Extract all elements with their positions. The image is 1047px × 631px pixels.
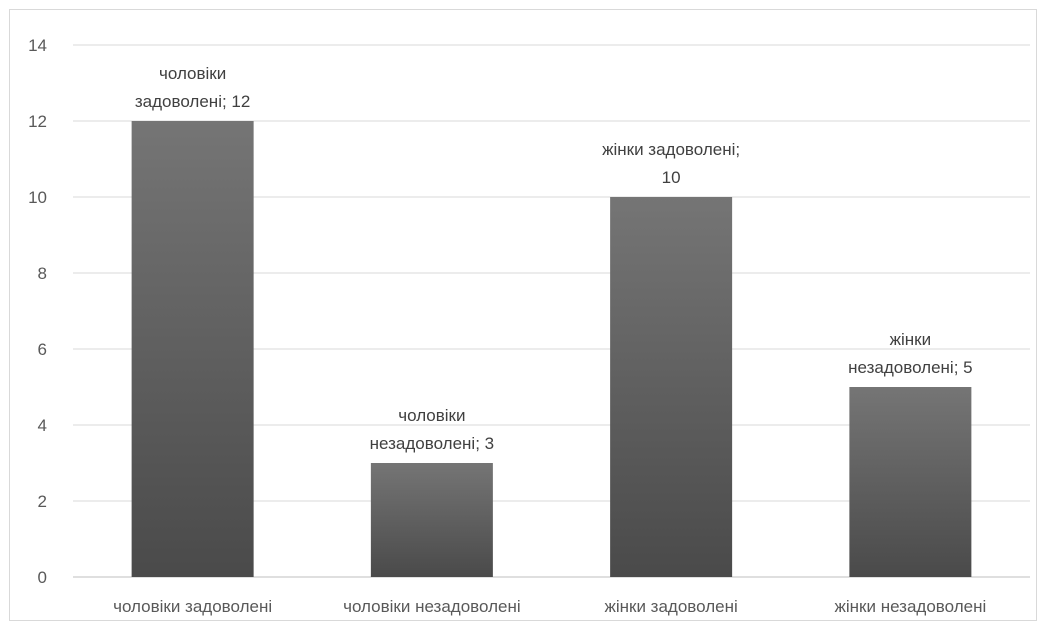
- bar: [370, 463, 493, 577]
- y-tick-label: 6: [38, 340, 47, 359]
- x-axis-ticks: чоловіки задоволені чоловіки незадоволені…: [113, 597, 986, 616]
- y-tick-label: 10: [28, 188, 47, 207]
- y-tick-label: 8: [38, 264, 47, 283]
- data-label: чоловіки: [159, 64, 226, 83]
- bars: [131, 121, 972, 577]
- bar: [849, 387, 972, 577]
- data-label: незадоволені; 3: [370, 434, 494, 453]
- x-tick-label: чоловіки незадоволені: [343, 597, 521, 616]
- y-tick-label: 4: [38, 416, 47, 435]
- y-tick-label: 0: [38, 568, 47, 587]
- y-tick-label: 14: [28, 36, 47, 55]
- data-label: задоволені; 12: [135, 92, 250, 111]
- x-tick-label: чоловіки задоволені: [113, 597, 272, 616]
- y-tick-label: 12: [28, 112, 47, 131]
- x-tick-label: жінки задоволені: [604, 597, 737, 616]
- x-tick-label: жінки незадоволені: [835, 597, 987, 616]
- bar: [131, 121, 254, 577]
- y-tick-label: 2: [38, 492, 47, 511]
- data-label: жінки задоволені;: [602, 140, 740, 159]
- y-axis-ticks: 0 2 4 6 8 10 12 14: [28, 36, 47, 587]
- data-label: незадоволені; 5: [848, 358, 972, 377]
- data-label: 10: [662, 168, 681, 187]
- data-labels: чоловіки задоволені; 12 чоловіки незадоволе…: [135, 64, 973, 453]
- data-label: чоловіки: [398, 406, 465, 425]
- data-label: жінки: [890, 330, 931, 349]
- bar: [610, 197, 733, 577]
